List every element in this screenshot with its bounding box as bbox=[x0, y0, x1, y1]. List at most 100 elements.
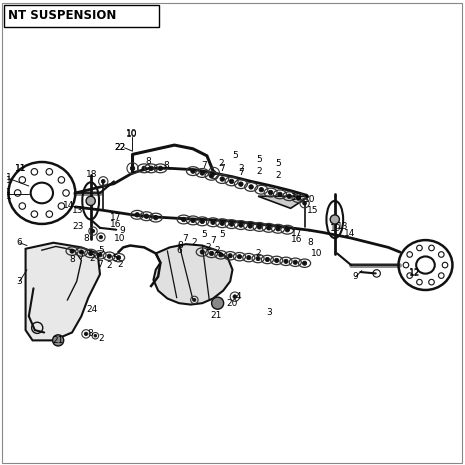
Circle shape bbox=[303, 201, 306, 205]
Text: 9: 9 bbox=[353, 272, 359, 281]
Circle shape bbox=[101, 179, 105, 183]
Text: 8: 8 bbox=[83, 233, 89, 243]
Text: 5: 5 bbox=[99, 246, 104, 255]
Text: 7: 7 bbox=[97, 259, 103, 269]
Circle shape bbox=[285, 227, 290, 232]
Circle shape bbox=[212, 297, 224, 309]
Text: 2: 2 bbox=[106, 261, 112, 271]
Text: NT SUSPENSION: NT SUSPENSION bbox=[8, 9, 117, 22]
Circle shape bbox=[287, 194, 292, 199]
Polygon shape bbox=[258, 196, 309, 208]
Circle shape bbox=[228, 254, 232, 258]
Circle shape bbox=[248, 224, 252, 228]
Circle shape bbox=[256, 257, 260, 260]
Text: 6: 6 bbox=[17, 238, 22, 247]
Text: 19: 19 bbox=[330, 224, 341, 233]
Circle shape bbox=[91, 229, 95, 233]
Circle shape bbox=[330, 215, 339, 224]
Text: 18: 18 bbox=[86, 170, 98, 179]
Text: 12: 12 bbox=[409, 267, 420, 277]
Circle shape bbox=[181, 217, 186, 222]
Circle shape bbox=[220, 221, 225, 226]
Circle shape bbox=[200, 171, 205, 175]
Circle shape bbox=[249, 185, 253, 189]
Polygon shape bbox=[26, 243, 100, 340]
Text: 1: 1 bbox=[6, 176, 11, 185]
Circle shape bbox=[116, 256, 121, 259]
Polygon shape bbox=[153, 244, 232, 305]
Circle shape bbox=[142, 166, 146, 171]
Circle shape bbox=[219, 253, 223, 257]
Circle shape bbox=[296, 196, 301, 200]
Text: 1: 1 bbox=[6, 192, 11, 201]
Text: 8: 8 bbox=[178, 241, 183, 250]
Circle shape bbox=[135, 213, 140, 217]
Circle shape bbox=[107, 254, 111, 259]
Text: 11: 11 bbox=[15, 164, 27, 173]
Text: 17: 17 bbox=[291, 229, 302, 238]
Text: 7: 7 bbox=[210, 236, 216, 246]
Circle shape bbox=[53, 335, 64, 346]
Circle shape bbox=[274, 259, 279, 262]
Circle shape bbox=[278, 192, 282, 197]
Text: 10: 10 bbox=[312, 249, 323, 258]
Circle shape bbox=[259, 187, 264, 192]
Circle shape bbox=[212, 171, 216, 175]
Circle shape bbox=[239, 223, 243, 227]
Text: 14: 14 bbox=[63, 201, 74, 210]
Circle shape bbox=[88, 251, 93, 256]
Text: 8: 8 bbox=[308, 238, 313, 247]
Circle shape bbox=[209, 173, 214, 178]
Text: 23: 23 bbox=[73, 222, 84, 232]
Circle shape bbox=[86, 196, 95, 206]
Circle shape bbox=[233, 295, 237, 299]
Circle shape bbox=[268, 190, 273, 195]
Text: 2: 2 bbox=[257, 166, 262, 176]
Circle shape bbox=[229, 179, 234, 184]
Circle shape bbox=[191, 169, 195, 173]
Text: 4: 4 bbox=[235, 292, 241, 301]
Text: 5: 5 bbox=[257, 154, 262, 164]
Text: 8: 8 bbox=[69, 255, 75, 264]
Text: 22: 22 bbox=[114, 143, 126, 153]
Text: 13: 13 bbox=[338, 222, 349, 232]
Circle shape bbox=[239, 182, 243, 186]
Circle shape bbox=[200, 219, 205, 224]
Text: 7: 7 bbox=[238, 168, 244, 178]
Circle shape bbox=[130, 166, 135, 171]
Circle shape bbox=[257, 225, 262, 229]
Circle shape bbox=[193, 299, 196, 301]
Text: 11: 11 bbox=[15, 164, 27, 173]
Text: 3: 3 bbox=[17, 277, 22, 286]
Text: 2: 2 bbox=[218, 159, 224, 168]
Text: 7: 7 bbox=[182, 233, 188, 243]
Text: 2: 2 bbox=[255, 249, 261, 258]
Text: 2: 2 bbox=[206, 243, 211, 252]
Circle shape bbox=[211, 220, 215, 225]
Text: 2: 2 bbox=[99, 334, 104, 343]
Text: 2: 2 bbox=[89, 253, 95, 263]
Text: 8: 8 bbox=[88, 329, 93, 339]
Text: 22: 22 bbox=[114, 143, 126, 153]
Text: 9: 9 bbox=[119, 226, 125, 235]
Circle shape bbox=[149, 166, 153, 171]
Text: 10: 10 bbox=[126, 129, 137, 139]
Text: 5: 5 bbox=[232, 151, 238, 160]
Text: 2: 2 bbox=[238, 164, 244, 173]
Circle shape bbox=[265, 258, 269, 262]
Text: 16: 16 bbox=[291, 235, 302, 244]
Text: 5: 5 bbox=[113, 253, 118, 263]
Circle shape bbox=[70, 249, 74, 253]
Text: 7: 7 bbox=[219, 164, 225, 173]
Text: 17: 17 bbox=[110, 213, 121, 222]
Circle shape bbox=[98, 253, 102, 257]
Text: 6: 6 bbox=[176, 246, 182, 255]
Text: 10: 10 bbox=[304, 194, 315, 204]
Text: 20: 20 bbox=[226, 299, 237, 308]
Circle shape bbox=[79, 250, 83, 254]
Circle shape bbox=[220, 177, 225, 181]
Circle shape bbox=[284, 259, 288, 264]
Text: 16: 16 bbox=[110, 219, 121, 229]
Text: 5: 5 bbox=[219, 230, 225, 239]
Circle shape bbox=[229, 222, 234, 226]
